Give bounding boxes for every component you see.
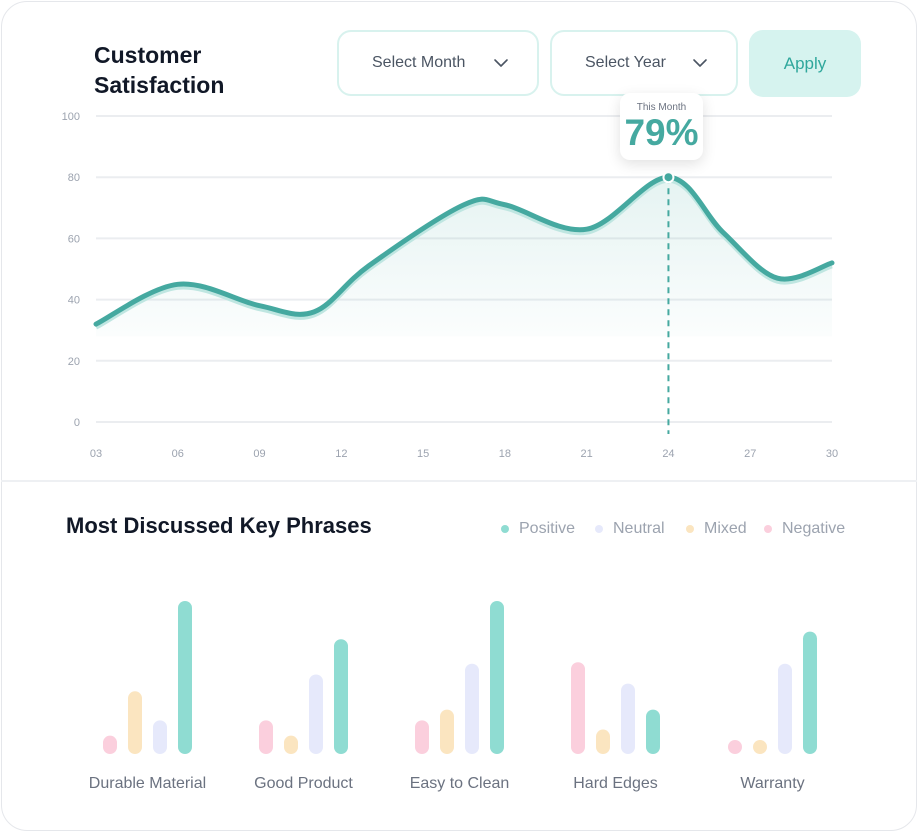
legend-neutral: Neutral (595, 520, 665, 538)
month-select-label: Select Month (372, 54, 466, 71)
x-tick-label: 24 (662, 448, 674, 460)
category-label: Warranty (740, 775, 804, 792)
y-tick-label: 20 (68, 356, 80, 368)
bar-positive[interactable] (803, 631, 817, 754)
section-divider (1, 480, 917, 482)
bar-neutral[interactable] (465, 663, 479, 754)
bar-negative[interactable] (103, 735, 117, 754)
bar-mixed[interactable] (753, 740, 767, 754)
legend-dot (501, 525, 509, 533)
year-select[interactable]: Select Year (550, 30, 738, 96)
category-label: Easy to Clean (410, 775, 510, 792)
year-select-label: Select Year (585, 54, 666, 71)
bar-negative[interactable] (728, 740, 742, 754)
legend-dot (764, 525, 772, 533)
legend-mixed: Mixed (686, 520, 747, 538)
x-tick-label: 09 (253, 448, 265, 460)
x-tick-label: 21 (581, 448, 593, 460)
x-tick-label: 03 (90, 448, 102, 460)
bar-positive[interactable] (646, 709, 660, 754)
highlight-point[interactable] (662, 171, 675, 184)
chevron-down-icon (494, 59, 508, 67)
month-select[interactable]: Select Month (337, 30, 539, 96)
bar-neutral[interactable] (309, 674, 323, 754)
bar-negative[interactable] (571, 662, 585, 754)
page-title: Customer Satisfaction (94, 42, 225, 98)
legend-label: Mixed (704, 520, 747, 537)
bar-mixed[interactable] (284, 735, 298, 754)
y-tick-label: 100 (62, 111, 80, 123)
x-tick-label: 30 (826, 448, 838, 460)
bar-positive[interactable] (490, 601, 504, 754)
y-tick-label: 60 (68, 233, 80, 245)
key-phrases-title: Most Discussed Key Phrases (66, 513, 372, 538)
legend-positive: Positive (501, 520, 575, 538)
x-tick-label: 12 (335, 448, 347, 460)
x-tick-label: 06 (172, 448, 184, 460)
bar-neutral[interactable] (778, 663, 792, 754)
category-label: Good Product (254, 775, 353, 792)
bar-positive[interactable] (178, 601, 192, 754)
legend-label: Negative (782, 520, 846, 537)
y-tick-label: 80 (68, 172, 80, 184)
bar-negative[interactable] (415, 720, 429, 754)
y-tick-label: 0 (74, 417, 80, 429)
x-tick-label: 27 (744, 448, 756, 460)
key-phrases-bar-chart: Durable Material Good Product Easy to Clea… (89, 601, 817, 792)
x-tick-label: 15 (417, 448, 429, 460)
bar-neutral[interactable] (153, 720, 167, 754)
bar-mixed[interactable] (128, 691, 142, 754)
legend-label: Positive (519, 520, 576, 537)
legend-label: Neutral (613, 520, 665, 537)
tooltip-value: 79% (624, 112, 699, 153)
area-fill (96, 177, 832, 337)
bar-negative[interactable] (259, 720, 273, 754)
y-tick-label: 40 (68, 295, 80, 307)
bar-mixed[interactable] (440, 709, 454, 754)
apply-button[interactable]: Apply (749, 30, 861, 97)
satisfaction-line-chart: 100 80 60 40 20 0 03 06 09 12 15 18 21 24 27 30 (62, 111, 838, 460)
chevron-down-icon (693, 59, 707, 67)
category-label: Hard Edges (573, 775, 658, 792)
satisfaction-line (93, 174, 835, 327)
legend-dot (686, 525, 694, 533)
tooltip-label: This Month (636, 102, 687, 113)
bar-mixed[interactable] (596, 729, 610, 754)
bar-neutral[interactable] (621, 683, 635, 754)
category-label: Durable Material (89, 775, 206, 792)
legend-negative: Negative (764, 520, 845, 538)
legend-dot (595, 525, 603, 533)
this-month-tooltip: This Month 79% (620, 93, 703, 160)
x-tick-label: 18 (499, 448, 511, 460)
bar-positive[interactable] (334, 639, 348, 754)
